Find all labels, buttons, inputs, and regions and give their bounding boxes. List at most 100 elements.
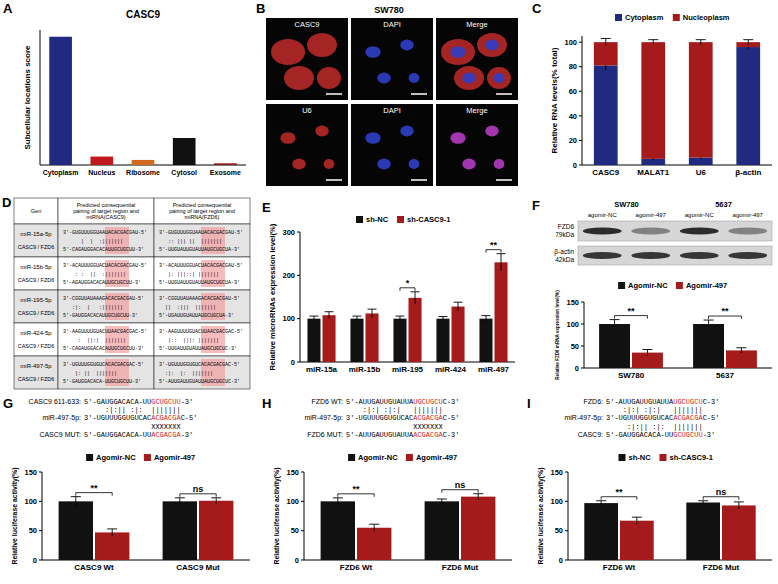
micrograph	[436, 104, 518, 186]
legend-label: Nucleoplasm	[683, 13, 730, 22]
alignment-line: 3'-UGUUUGGUGUCACACGACGAC-5'	[63, 362, 144, 368]
error-bar	[337, 498, 338, 505]
y-tick	[301, 501, 304, 502]
alignment-line: 5'-CAGAUGGACACAUUGCUGCUU-3'	[63, 247, 144, 253]
nucleus	[377, 159, 391, 170]
sequence: 3'-UGUUUGGUGUCACACGACGAC-5'	[346, 414, 459, 422]
error-cap	[610, 319, 620, 320]
bar	[425, 501, 459, 560]
legend-label: Agomir-NC	[628, 281, 668, 290]
y-tick-label: 0	[291, 358, 295, 367]
bar	[323, 315, 336, 362]
seq-highlight: UGCUGCU	[413, 398, 442, 406]
channel-label: DAPI	[383, 20, 401, 29]
cell	[14, 356, 58, 389]
error-bar	[601, 501, 602, 506]
cell	[14, 290, 58, 323]
error-bar	[478, 494, 479, 500]
scale-bar	[411, 93, 427, 95]
x-tick-label: FZD6 Mut	[703, 563, 740, 572]
micrograph	[351, 18, 433, 100]
error-cap	[698, 500, 708, 501]
error-cap	[736, 347, 746, 348]
chart: G050100150Relative luciferase activity(%…	[3, 396, 250, 572]
band-size: 79kDa	[555, 231, 574, 238]
cell-signal	[477, 33, 507, 57]
error-bar	[708, 320, 709, 328]
channel-label: DAPI	[383, 106, 401, 115]
cell-signal	[280, 132, 295, 144]
alignment-line: 5'-GAUGGACACAUUGCUGCUU-3'	[63, 313, 138, 319]
seq-suffix: -3'	[181, 398, 194, 406]
error-bar	[700, 40, 701, 45]
nucleus	[409, 73, 420, 83]
seq-suffix: -3'	[703, 431, 716, 439]
sequence: 5'-GAUGGACACA-UUGCUGCUU-3'	[606, 431, 715, 439]
bar	[436, 319, 449, 362]
y-tick	[301, 530, 304, 531]
alignment-line: 3'-GUGUUUGGUAAUACACGACGAU-5'	[159, 230, 243, 236]
alignment-line: 5'-UUGUAUUGUAUUAUGCUGCUA-3'	[159, 247, 240, 253]
y-axis-label: Relative RNA levels(% total)	[550, 47, 559, 153]
seq-prefix: 5'-AUUGAUUGUAUUA	[346, 431, 414, 439]
y-tick-label: 150	[24, 468, 37, 477]
bar	[722, 505, 756, 560]
seq-highlight: ACGACGA	[673, 414, 703, 422]
cell	[58, 323, 154, 356]
header-line: pairing of target region and	[73, 208, 139, 214]
y-tick-label: 200	[282, 271, 295, 280]
nucleus	[365, 132, 380, 144]
seq-prefix: 3'-UGUUUGGUGUCAC	[84, 414, 151, 422]
cell	[154, 290, 250, 323]
seq-label: FZD6 WT:	[312, 398, 344, 405]
header-text: Predicted consequentialpairing of target…	[169, 202, 235, 221]
marks	[584, 501, 755, 560]
bar	[452, 307, 465, 362]
error-bar	[738, 502, 739, 509]
legend-label: Agomir-497	[416, 453, 457, 462]
error-cap	[325, 311, 334, 312]
significance: ns	[455, 480, 466, 490]
sequence: 5'-GAUGGACACA-UUACGACGA-3'	[84, 431, 193, 439]
legend-swatch	[397, 216, 404, 223]
x-tick-label: SW780	[618, 371, 645, 380]
bar	[307, 319, 320, 362]
band	[680, 227, 719, 234]
error-bar	[614, 320, 615, 329]
band-name: FZD6	[558, 223, 575, 230]
legend-swatch	[673, 14, 680, 21]
cell-signal	[454, 66, 484, 90]
panel-letter: C	[532, 1, 542, 16]
x-tick-label: CASC9 Mut	[176, 563, 220, 572]
band	[728, 227, 767, 234]
bar	[49, 37, 72, 165]
x-tick-label: miR-195	[392, 365, 424, 374]
y-tick	[39, 530, 42, 531]
marks	[594, 38, 760, 165]
cell-signal	[315, 126, 329, 137]
seq-highlight: GCUGCUU	[673, 431, 702, 439]
error-cap	[696, 39, 706, 40]
pairing: XXXXXXX	[346, 423, 443, 431]
error-bar	[415, 292, 416, 304]
panel-letter: I	[527, 396, 531, 411]
legend-label: sh-NC	[366, 215, 389, 224]
y-axis	[584, 302, 585, 368]
x-tick-label: CASC9	[592, 168, 620, 177]
significance: **	[90, 483, 98, 493]
significance: **	[615, 487, 623, 497]
band-name: β-actin	[554, 248, 574, 256]
legend-label: sh-CASC9-1	[407, 215, 450, 224]
error-bar	[605, 38, 606, 45]
error-cap	[648, 39, 658, 40]
mirna-name: miR-15a-5p	[20, 231, 52, 237]
alignment-line: :: ||| || |||||||	[159, 239, 222, 245]
sig-bracket	[180, 494, 216, 497]
cell	[154, 356, 250, 389]
y-axis-label: Relative microRNAs expression level(%)	[268, 223, 277, 370]
bar	[90, 157, 113, 165]
y-tick	[579, 115, 582, 116]
error-cap	[411, 291, 420, 292]
microscopy: BSW780CASC9DAPIMergeU6DAPIMerge	[256, 1, 518, 186]
pair-label: CASC9 / FZD6	[18, 244, 55, 250]
